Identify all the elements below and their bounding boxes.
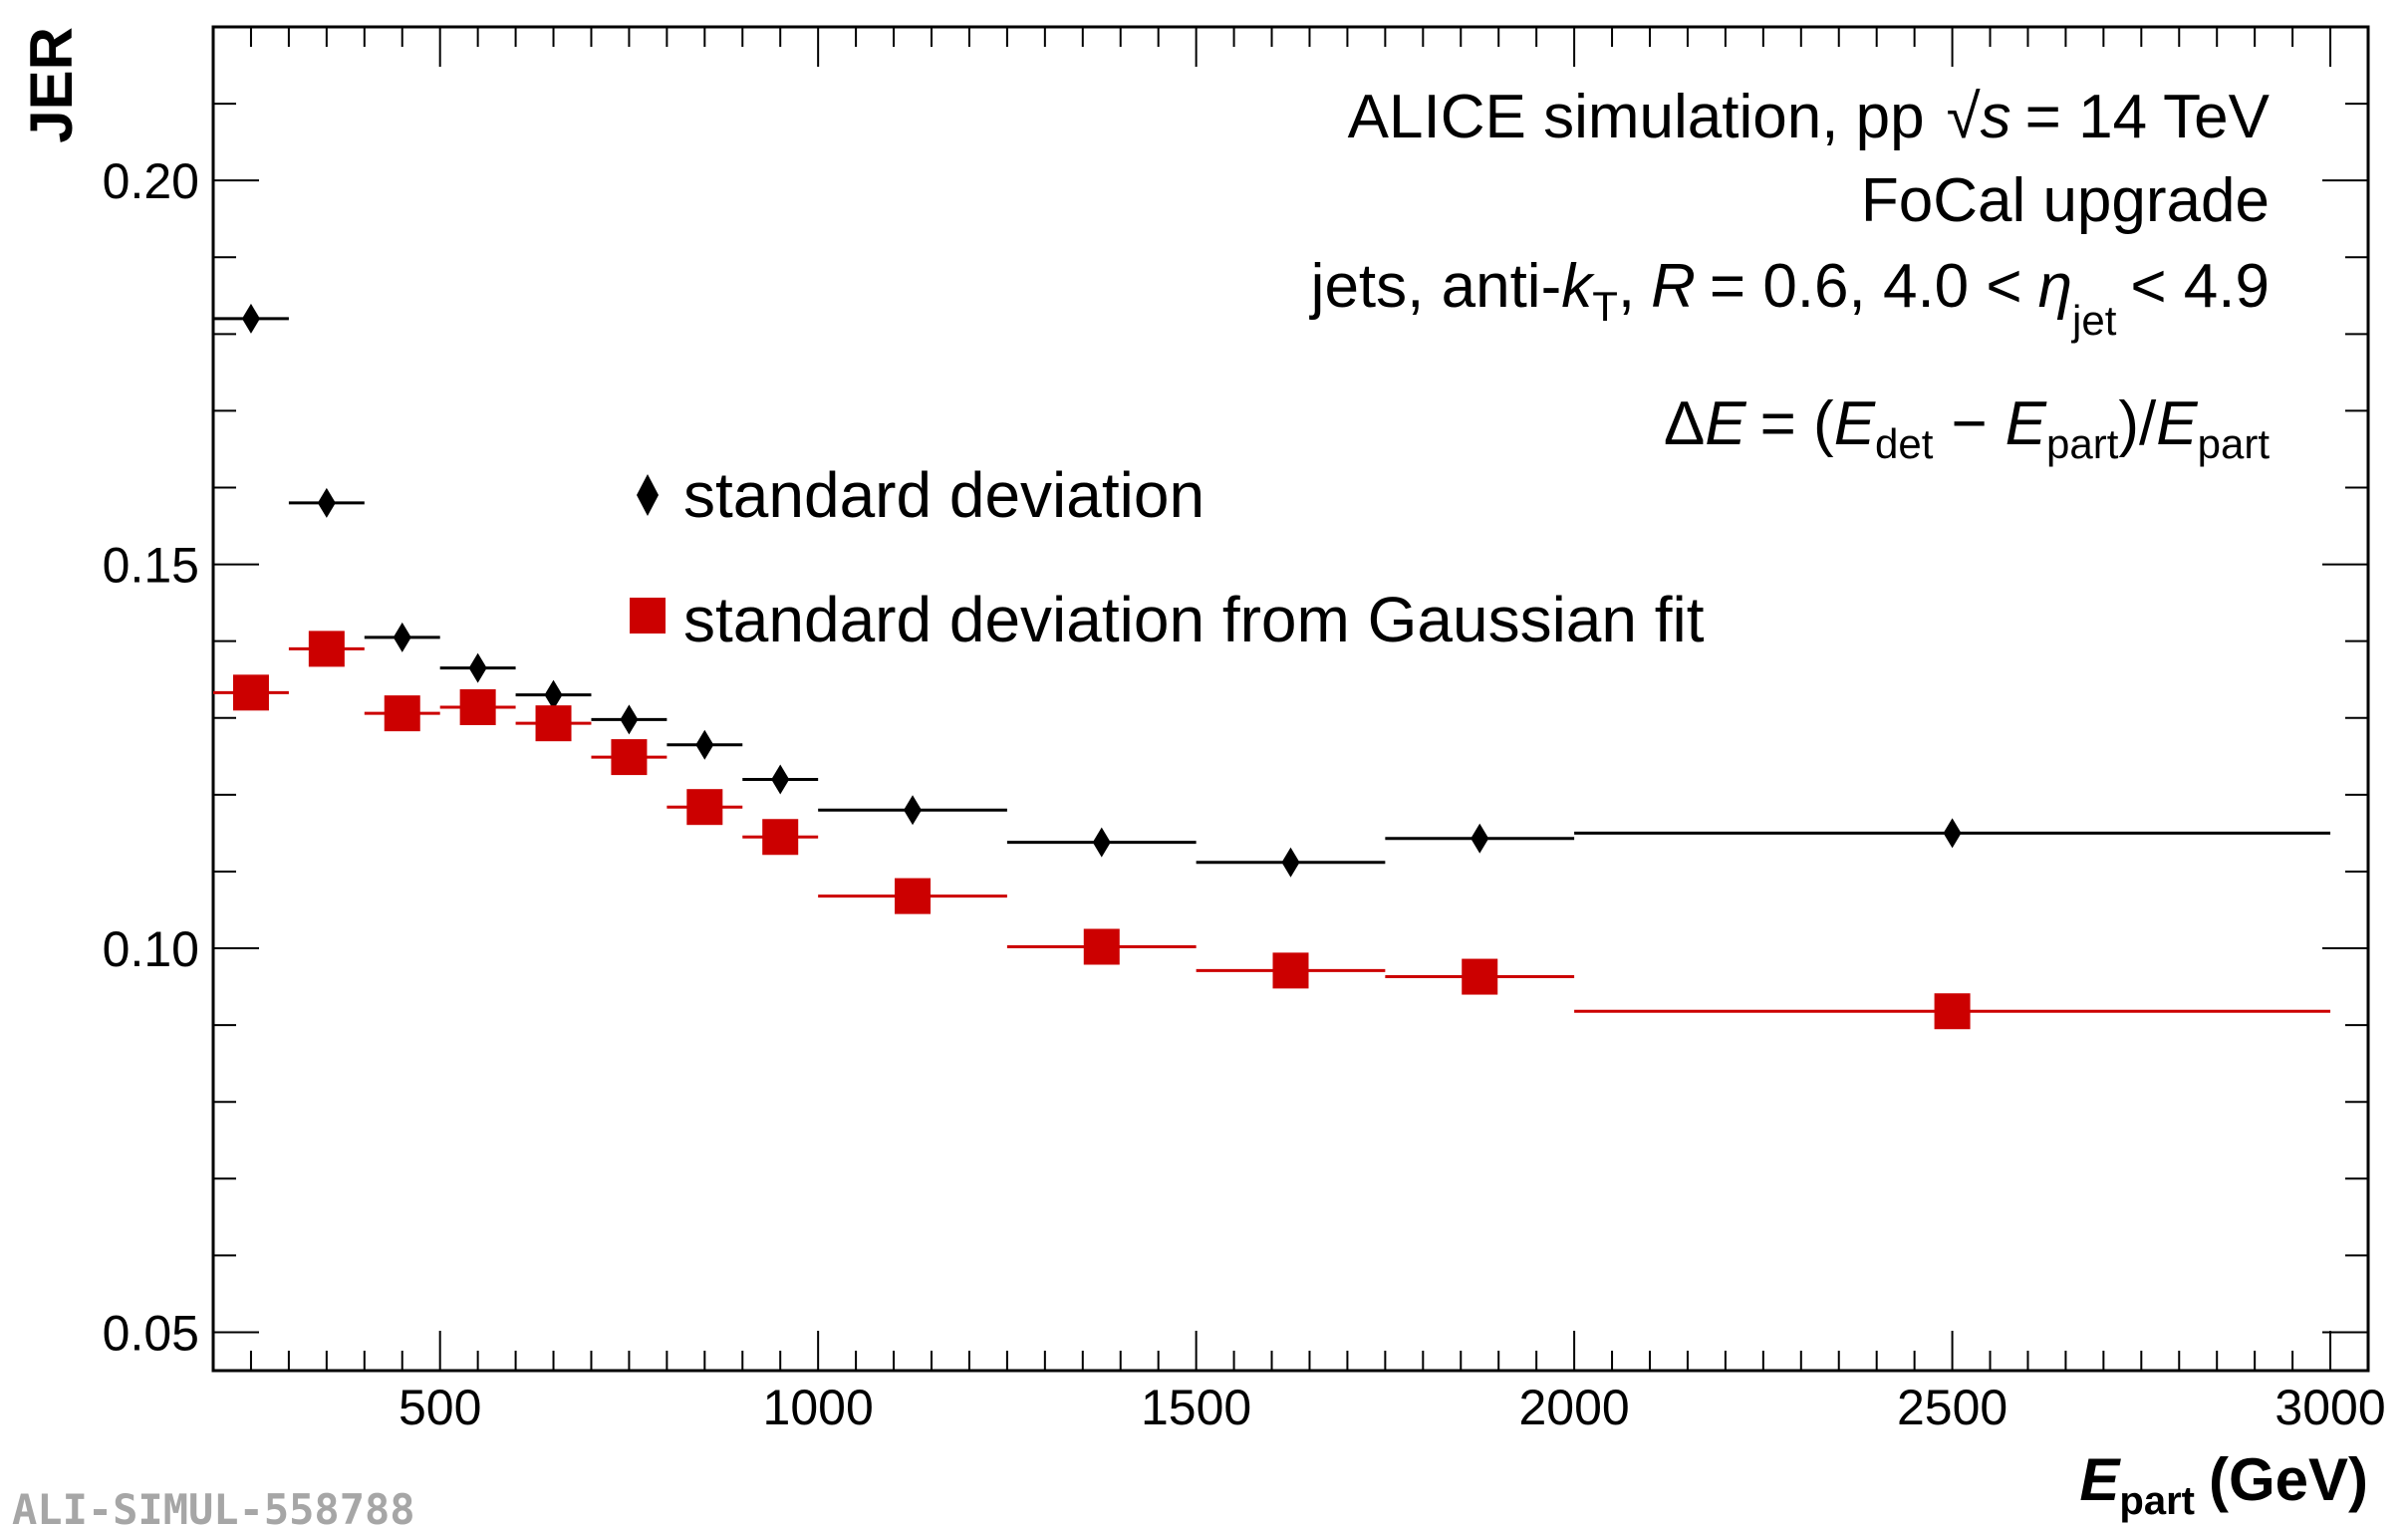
- sqrt-s: s: [1981, 83, 2011, 151]
- data-point-diamond: [771, 764, 790, 795]
- x-axis-label-unit: (GeV): [2209, 1446, 2368, 1513]
- data-point-square: [762, 819, 799, 856]
- x-axis-label-sub: part: [2119, 1479, 2195, 1523]
- data-point-square: [232, 674, 269, 711]
- data-point-square: [384, 695, 420, 732]
- legend-diamond-marker: [637, 474, 659, 516]
- comma: ,: [1618, 252, 1635, 321]
- annotation-energy: = 14 TeV: [2025, 83, 2271, 151]
- data-point-diamond: [241, 303, 260, 334]
- eta-max: < 4.9: [2130, 252, 2270, 321]
- data-point-square: [686, 789, 723, 826]
- x-tick-label: 500: [399, 1380, 481, 1435]
- y-tick-labels: 0.05 0.10 0.15 0.20: [103, 153, 199, 1361]
- data-point-diamond: [1471, 823, 1489, 854]
- data-point-diamond: [1281, 847, 1300, 878]
- x-tick-label: 2500: [1897, 1380, 2007, 1435]
- sqrt-symbol: √: [1947, 83, 1981, 151]
- data-point-square: [535, 705, 572, 742]
- x-tick-label: 2000: [1518, 1380, 1629, 1435]
- data-point-diamond: [1943, 818, 1962, 849]
- legend-square-marker: [630, 598, 666, 634]
- annotation-line3: jets, anti-kT, R = 0.6, 4.0 < ηjet < 4.9: [1309, 252, 2270, 344]
- x-tick-label: 1000: [763, 1380, 874, 1435]
- x-axis-label: Epart (GeV): [2079, 1446, 2368, 1523]
- x-tick-labels: 500 1000 1500 2000 2500 3000: [399, 1380, 2386, 1435]
- legend-label-gauss: standard deviation from Gaussian fit: [683, 584, 1705, 655]
- data-point-square: [1462, 958, 1498, 995]
- E-det: E: [1834, 389, 1876, 458]
- data-point-diamond: [393, 622, 411, 652]
- k-symbol: k: [1561, 252, 1595, 321]
- data-point-square: [459, 688, 496, 725]
- data-point-diamond: [468, 652, 487, 683]
- part-sub1: part: [2046, 420, 2119, 467]
- E-part2: E: [2156, 389, 2198, 458]
- E-part1: E: [2006, 389, 2047, 458]
- annotation-alice: ALICE simulation, pp: [1348, 83, 1925, 151]
- data-point-diamond: [695, 729, 714, 760]
- data-point-diamond: [544, 679, 563, 710]
- data-point-diamond: [904, 795, 923, 826]
- R-symbol: R: [1651, 252, 1696, 321]
- y-tick-label: 0.10: [103, 921, 199, 977]
- annotation-block: ALICE simulation, pp √s = 14 TeV FoCal upg…: [1309, 83, 2271, 467]
- y-axis-label: JER: [18, 27, 85, 143]
- data-point-square: [308, 631, 345, 667]
- data-point-square: [895, 878, 932, 914]
- delta-symbol: Δ: [1664, 389, 1705, 458]
- y-tick-label: 0.20: [103, 153, 199, 209]
- axis-ticks: [213, 27, 2368, 1371]
- data-point-diamond: [620, 704, 639, 735]
- annotation-line1: ALICE simulation, pp √s = 14 TeV: [1348, 83, 2271, 151]
- jets-prefix: jets, anti-: [1309, 252, 1562, 321]
- delta-E: E: [1705, 389, 1746, 458]
- data-point-diamond: [317, 487, 336, 518]
- minus-sign: −: [1951, 389, 1987, 458]
- data-point-square: [1934, 993, 1971, 1030]
- x-tick-label: 3000: [2274, 1380, 2385, 1435]
- legend-label-std: standard deviation: [683, 459, 1204, 531]
- annotation-line4: ΔE = (Edet − Epart)/Epart: [1664, 389, 2271, 467]
- eq-paren: = (: [1760, 389, 1834, 458]
- x-tick-label: 1500: [1141, 1380, 1251, 1435]
- series-gaussian-fit: [213, 631, 2331, 1030]
- y-tick-label: 0.05: [103, 1305, 199, 1361]
- annotation-line2: FoCal upgrade: [1861, 166, 2270, 235]
- part-sub2: part: [2198, 420, 2271, 467]
- jet-sub: jet: [2070, 297, 2117, 344]
- R-value: = 0.6, 4.0 <: [1710, 252, 2022, 321]
- x-axis-label-var: E: [2079, 1446, 2121, 1513]
- y-tick-label: 0.15: [103, 538, 199, 594]
- plot-frame: [211, 25, 2370, 1373]
- slash-paren: )/: [2118, 389, 2157, 458]
- eta-symbol: η: [2038, 252, 2072, 321]
- data-point-diamond: [1092, 827, 1111, 858]
- det-sub: det: [1875, 420, 1934, 467]
- series-standard-deviation: [213, 303, 2331, 878]
- watermark: ALI-SIMUL-558788: [12, 1485, 415, 1526]
- data-point-square: [1272, 952, 1309, 989]
- legend: standard deviation standard deviation fr…: [630, 459, 1705, 655]
- data-point-square: [1083, 928, 1120, 965]
- data-point-square: [611, 739, 648, 776]
- T-sub: T: [1592, 283, 1618, 330]
